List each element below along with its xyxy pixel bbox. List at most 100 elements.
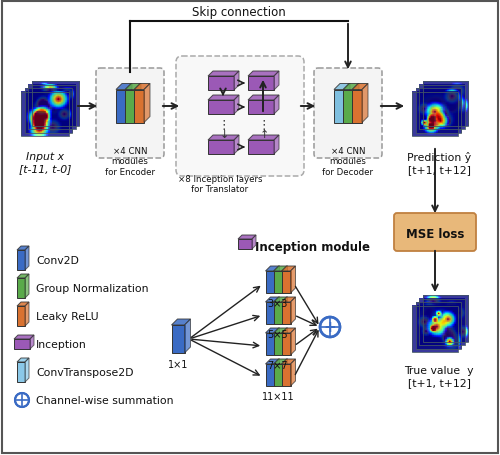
Polygon shape [343,84,359,90]
Polygon shape [238,236,256,239]
Polygon shape [290,298,296,324]
Polygon shape [172,325,184,353]
Polygon shape [234,72,239,91]
Text: ×4 CNN
modules
for Decoder: ×4 CNN modules for Decoder [322,147,374,177]
Polygon shape [208,96,239,101]
Polygon shape [208,72,239,77]
Polygon shape [274,136,279,155]
Polygon shape [17,306,25,326]
Polygon shape [17,250,25,270]
Polygon shape [144,84,150,123]
Polygon shape [125,84,141,90]
Text: Group Normalization: Group Normalization [36,283,148,293]
Polygon shape [274,359,280,386]
Polygon shape [282,298,288,324]
Polygon shape [14,339,30,349]
Polygon shape [252,236,256,249]
Polygon shape [274,267,287,271]
Polygon shape [25,247,29,270]
Polygon shape [17,278,25,298]
Text: 3×3: 3×3 [268,298,288,308]
Polygon shape [17,247,29,250]
Polygon shape [17,302,29,306]
Polygon shape [353,84,359,123]
FancyBboxPatch shape [96,69,164,159]
Polygon shape [30,335,34,349]
Polygon shape [116,90,126,123]
Polygon shape [125,90,135,123]
Text: Inception: Inception [36,339,87,349]
Polygon shape [282,328,288,355]
Polygon shape [274,359,287,364]
FancyBboxPatch shape [314,69,382,159]
Polygon shape [282,267,288,293]
Polygon shape [208,77,234,91]
FancyBboxPatch shape [394,213,476,252]
Text: Prediction ŷ
[t+1, t+12]: Prediction ŷ [t+1, t+12] [407,152,471,174]
Polygon shape [14,335,34,339]
Polygon shape [362,84,368,123]
Polygon shape [126,84,132,123]
Polygon shape [134,84,150,90]
Polygon shape [290,359,296,386]
Text: True value  y
[t+1, t+12]: True value y [t+1, t+12] [404,365,474,387]
Text: ×8 Inception layers
for Translator: ×8 Inception layers for Translator [178,175,262,194]
Polygon shape [343,90,353,123]
Text: ↑: ↑ [260,130,268,140]
Polygon shape [266,267,280,271]
Text: Skip connection: Skip connection [192,6,286,19]
Polygon shape [334,90,344,123]
Polygon shape [352,90,362,123]
Polygon shape [208,136,239,141]
Polygon shape [266,359,280,364]
Polygon shape [274,298,280,324]
Text: 7×7: 7×7 [268,360,288,370]
Polygon shape [282,328,296,333]
Text: Inception module: Inception module [255,241,370,254]
Polygon shape [234,136,239,155]
Polygon shape [334,84,350,90]
Polygon shape [17,274,29,278]
Polygon shape [248,77,274,91]
Polygon shape [238,239,252,249]
Polygon shape [135,84,141,123]
Polygon shape [25,358,29,382]
Text: Conv2D: Conv2D [36,255,79,265]
Polygon shape [290,267,296,293]
Polygon shape [274,328,287,333]
Text: 11×11: 11×11 [262,391,294,401]
Polygon shape [282,359,296,364]
Polygon shape [274,298,287,302]
Polygon shape [266,302,274,324]
Polygon shape [17,358,29,362]
Polygon shape [344,84,350,123]
Polygon shape [282,302,290,324]
Polygon shape [282,298,296,302]
Polygon shape [172,319,190,325]
Polygon shape [234,96,239,115]
Polygon shape [266,333,274,355]
Polygon shape [266,328,280,333]
Text: Channel-wise summation: Channel-wise summation [36,395,173,405]
Polygon shape [184,319,190,353]
Polygon shape [282,359,288,386]
Polygon shape [208,101,234,115]
Polygon shape [290,328,296,355]
Polygon shape [274,96,279,115]
Polygon shape [25,302,29,326]
Text: ×4 CNN
modules
for Encoder: ×4 CNN modules for Encoder [105,147,155,177]
Polygon shape [248,136,279,141]
Polygon shape [266,364,274,386]
Polygon shape [248,141,274,155]
Text: ⋮: ⋮ [258,118,270,131]
Polygon shape [282,267,296,271]
Polygon shape [266,298,280,302]
Polygon shape [274,364,282,386]
Text: Leaky ReLU: Leaky ReLU [36,311,98,321]
Polygon shape [274,267,280,293]
Polygon shape [116,84,132,90]
Text: Input x
[t-11, t-0]: Input x [t-11, t-0] [19,152,71,173]
Text: ⋮: ⋮ [218,118,230,131]
Polygon shape [282,271,290,293]
Polygon shape [274,333,282,355]
